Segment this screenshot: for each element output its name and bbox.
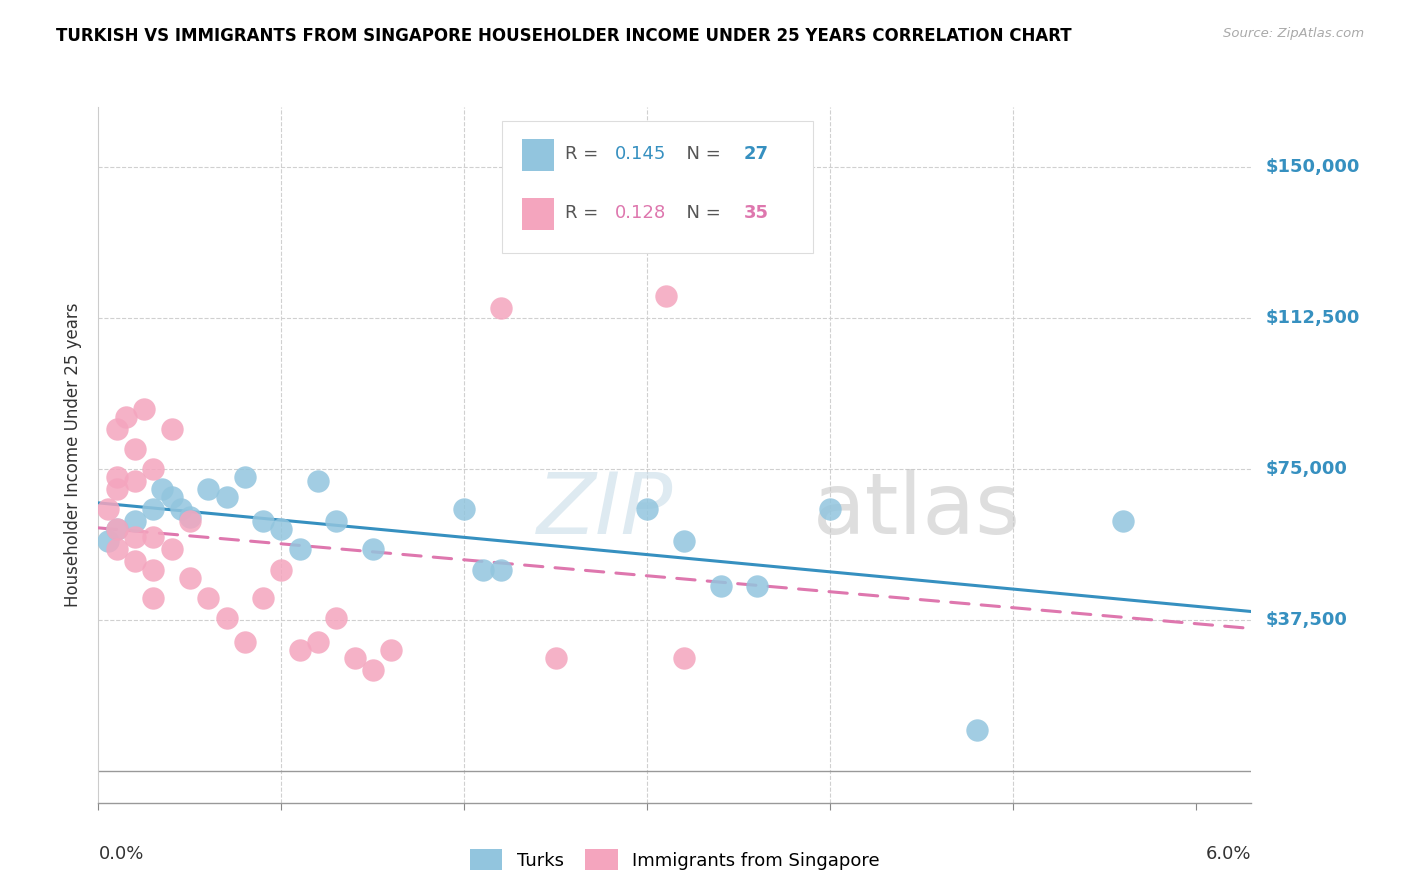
Text: TURKISH VS IMMIGRANTS FROM SINGAPORE HOUSEHOLDER INCOME UNDER 25 YEARS CORRELATI: TURKISH VS IMMIGRANTS FROM SINGAPORE HOU… [56,27,1071,45]
Point [160,542,183,557]
FancyBboxPatch shape [522,198,554,230]
Point [160,422,183,436]
Point [343,651,366,665]
Point [270,562,292,576]
Point [489,301,512,315]
Point [471,562,494,576]
Y-axis label: Householder Income Under 25 years: Householder Income Under 25 years [65,302,83,607]
Point [142,562,165,576]
Point [105,482,128,496]
Text: Source: ZipAtlas.com: Source: ZipAtlas.com [1223,27,1364,40]
Point [325,514,347,528]
Point [142,591,165,605]
Point [636,502,658,516]
Text: $112,500: $112,500 [1265,310,1360,327]
Point [673,651,696,665]
Point [654,289,676,303]
Point [170,502,193,516]
Point [325,611,347,625]
Point [105,522,128,536]
Point [453,502,475,516]
Point [673,534,696,549]
Point [215,490,238,504]
Text: 27: 27 [744,145,769,163]
Point [197,482,219,496]
Point [105,470,128,484]
Point [288,643,311,657]
Point [197,591,219,605]
Text: 0.0%: 0.0% [98,845,143,863]
Point [270,522,292,536]
Legend: Turks, Immigrants from Singapore: Turks, Immigrants from Singapore [463,842,887,877]
Point [544,651,567,665]
Point [179,514,201,528]
Text: R =: R = [565,204,605,222]
Point [142,462,165,476]
Point [142,502,165,516]
Point [124,442,146,456]
Point [124,474,146,488]
Text: 35: 35 [744,204,769,222]
Point [105,522,128,536]
Text: 0.145: 0.145 [614,145,666,163]
Text: N =: N = [675,204,727,222]
Text: ZIP: ZIP [537,469,673,552]
Point [97,502,120,516]
Point [307,635,329,649]
Point [142,530,165,544]
Point [380,643,402,657]
Point [179,571,201,585]
Point [710,579,733,593]
Point [233,470,256,484]
Text: $75,000: $75,000 [1265,460,1347,478]
Point [361,663,384,677]
Point [134,401,156,416]
Point [105,542,128,557]
Point [124,554,146,568]
FancyBboxPatch shape [502,121,813,253]
Point [215,611,238,625]
Point [747,579,769,593]
Point [105,422,128,436]
Point [233,635,256,649]
Point [489,562,512,576]
Point [179,510,201,524]
Point [307,474,329,488]
Point [966,723,988,738]
Point [97,534,120,549]
Point [361,542,384,557]
Point [124,514,146,528]
Text: R =: R = [565,145,605,163]
Point [160,490,183,504]
Point [252,514,274,528]
Point [124,530,146,544]
Point [820,502,842,516]
Point [288,542,311,557]
Text: $150,000: $150,000 [1265,159,1360,177]
Text: atlas: atlas [813,469,1021,552]
Point [252,591,274,605]
Point [115,409,138,424]
Text: N =: N = [675,145,727,163]
Text: 0.128: 0.128 [614,204,666,222]
Point [152,482,174,496]
Text: 6.0%: 6.0% [1206,845,1251,863]
Text: $37,500: $37,500 [1265,611,1347,629]
FancyBboxPatch shape [522,139,554,171]
Point [1112,514,1135,528]
